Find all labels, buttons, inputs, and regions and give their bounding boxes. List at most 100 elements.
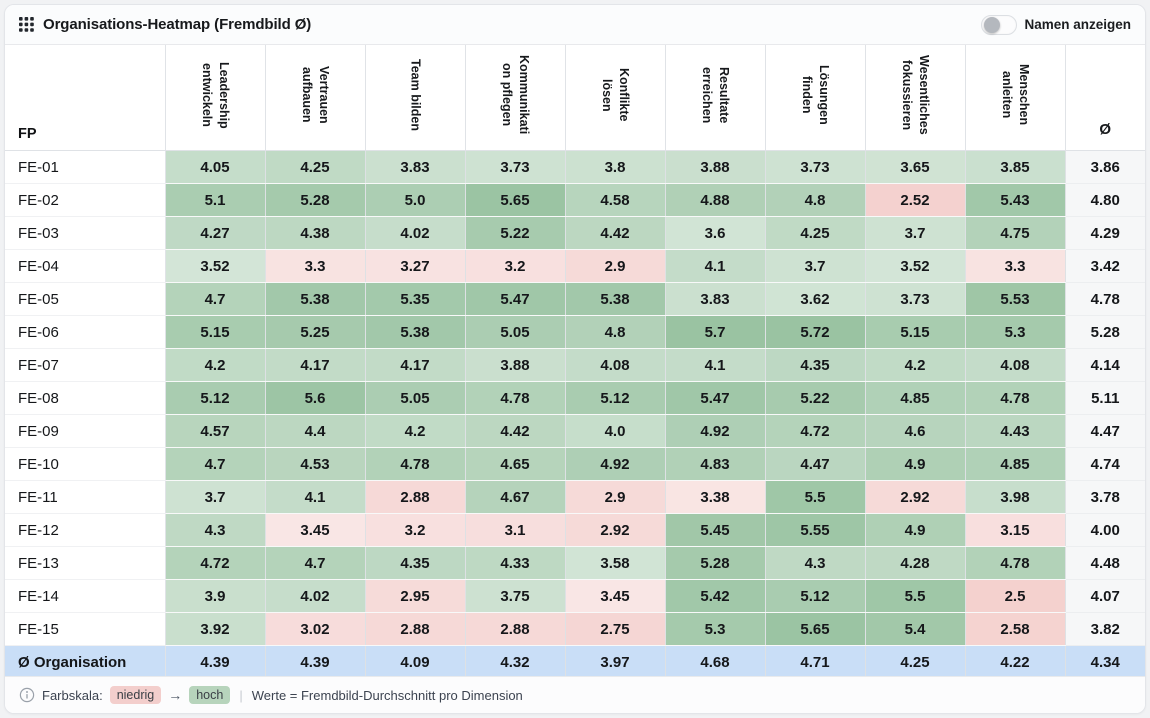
table-row: FE-15 3.92 3.02 2.88 2.88 2.75 5.3 5.65 5.4 2.58 3… — [5, 612, 1145, 646]
heatmap-cell: 4.42 — [465, 414, 566, 448]
row-average-cell: 4.74 — [1065, 447, 1145, 481]
legend-high-badge: hoch — [189, 686, 231, 704]
row-label: Ø Organisation — [5, 645, 166, 676]
heatmap-cell: 3.6 — [665, 216, 766, 250]
heatmap-cell: 4.2 — [365, 414, 466, 448]
heatmap-cell: 3.88 — [465, 348, 566, 382]
column-header-3: Kommunikati on pflegen — [465, 45, 566, 151]
heatmap-cell: 5.35 — [365, 282, 466, 316]
heatmap-cell: 5.38 — [365, 315, 466, 349]
heatmap-cell: 5.55 — [765, 513, 866, 547]
heatmap-cell: 4.35 — [365, 546, 466, 580]
heatmap-cell: 5.4 — [865, 612, 966, 646]
row-header-label: FP — [5, 45, 166, 151]
heatmap-cell: 3.45 — [565, 579, 666, 613]
row-label: FE-02 — [5, 183, 166, 217]
heatmap-cell: 4.05 — [165, 150, 266, 184]
row-label: FE-11 — [5, 480, 166, 514]
toggle-switch[interactable] — [981, 14, 1018, 35]
heatmap-cell: 4.47 — [765, 447, 866, 481]
heatmap-cell: 3.1 — [465, 513, 566, 547]
heatmap-cell: 5.28 — [665, 546, 766, 580]
heatmap-cell: 2.92 — [565, 513, 666, 547]
toggle-knob — [984, 16, 1001, 33]
heatmap-cell: 3.9 — [165, 579, 266, 613]
heatmap-cell: 3.88 — [665, 150, 766, 184]
heatmap-cell: 5.3 — [965, 315, 1066, 349]
heatmap-cell: 5.47 — [465, 282, 566, 316]
heatmap-cell: 2.88 — [365, 612, 466, 646]
heatmap-cell: 5.28 — [265, 183, 366, 217]
heatmap-cell: 4.39 — [165, 645, 266, 676]
heatmap-cell: 4.25 — [265, 150, 366, 184]
heatmap-cell: 5.38 — [265, 282, 366, 316]
heatmap-cell: 3.27 — [365, 249, 466, 283]
row-average-cell: 4.00 — [1065, 513, 1145, 547]
heatmap-cell: 5.53 — [965, 282, 1066, 316]
heatmap-cell: 2.5 — [965, 579, 1066, 613]
heatmap-cell: 4.75 — [965, 216, 1066, 250]
table-row: FE-05 4.7 5.38 5.35 5.47 5.38 3.83 3.62 3.73 5.53… — [5, 282, 1145, 316]
row-average-cell: 4.78 — [1065, 282, 1145, 316]
table-row: FE-11 3.7 4.1 2.88 4.67 2.9 3.38 5.5 2.92 3.98 3.7… — [5, 480, 1145, 514]
heatmap-cell: 5.05 — [465, 315, 566, 349]
heatmap-table-wrap: FP Leadership entwickeln Vertrauen aufbaue… — [5, 45, 1145, 676]
column-header-label: Kommunikati on pflegen — [500, 55, 531, 135]
table-row: FE-13 4.72 4.7 4.35 4.33 3.58 5.28 4.3 4.28 4.78 4… — [5, 546, 1145, 580]
heatmap-cell: 3.98 — [965, 480, 1066, 514]
heatmap-table: FP Leadership entwickeln Vertrauen aufbaue… — [5, 45, 1145, 676]
heatmap-cell: 5.43 — [965, 183, 1066, 217]
heatmap-cell: 3.3 — [965, 249, 1066, 283]
heatmap-cell: 3.7 — [165, 480, 266, 514]
heatmap-cell: 5.12 — [565, 381, 666, 415]
heatmap-cell: 4.08 — [565, 348, 666, 382]
heatmap-cell: 5.0 — [365, 183, 466, 217]
heatmap-cell: 5.38 — [565, 282, 666, 316]
heatmap-cell: 3.15 — [965, 513, 1066, 547]
heatmap-cell: 4.2 — [865, 348, 966, 382]
row-label: FE-07 — [5, 348, 166, 382]
heatmap-cell: 4.1 — [265, 480, 366, 514]
legend-footer: Farbskala: niedrig → hoch | Werte = Frem… — [5, 676, 1145, 713]
row-label: FE-13 — [5, 546, 166, 580]
heatmap-cell: 4.17 — [365, 348, 466, 382]
legend-label: Farbskala: — [42, 687, 103, 703]
heatmap-cell: 4.22 — [965, 645, 1066, 676]
row-average-cell: 4.29 — [1065, 216, 1145, 250]
heatmap-cell: 4.1 — [665, 348, 766, 382]
heatmap-cell: 4.71 — [765, 645, 866, 676]
heatmap-cell: 4.43 — [965, 414, 1066, 448]
column-header-label: Menschen anleiten — [1000, 64, 1031, 126]
heatmap-cell: 3.52 — [165, 249, 266, 283]
names-toggle[interactable]: Namen anzeigen — [981, 14, 1131, 35]
heatmap-card: Organisations-Heatmap (Fremdbild Ø) Name… — [4, 4, 1146, 714]
heatmap-cell: 3.02 — [265, 612, 366, 646]
column-header-1: Vertrauen aufbauen — [265, 45, 366, 151]
table-row: FE-12 4.3 3.45 3.2 3.1 2.92 5.45 5.55 4.9 3.15 4.0… — [5, 513, 1145, 547]
column-header-6: Lösungen finden — [765, 45, 866, 151]
table-row: FE-14 3.9 4.02 2.95 3.75 3.45 5.42 5.12 5.5 2.5 4.… — [5, 579, 1145, 613]
heatmap-cell: 5.65 — [765, 612, 866, 646]
row-average-cell: 3.78 — [1065, 480, 1145, 514]
heatmap-cell: 5.15 — [165, 315, 266, 349]
heatmap-cell: 4.3 — [765, 546, 866, 580]
heatmap-cell: 3.2 — [465, 249, 566, 283]
arrow-icon: → — [168, 687, 183, 703]
heatmap-cell: 2.95 — [365, 579, 466, 613]
heatmap-cell: 5.12 — [765, 579, 866, 613]
row-average-cell: 5.28 — [1065, 315, 1145, 349]
heatmap-cell: 2.58 — [965, 612, 1066, 646]
heatmap-cell: 4.35 — [765, 348, 866, 382]
heatmap-cell: 4.9 — [865, 513, 966, 547]
heatmap-cell: 4.9 — [865, 447, 966, 481]
heatmap-cell: 4.42 — [565, 216, 666, 250]
heatmap-cell: 4.7 — [265, 546, 366, 580]
card-header: Organisations-Heatmap (Fremdbild Ø) Name… — [5, 5, 1145, 45]
column-header-label: Konflikte lösen — [600, 68, 631, 122]
table-row: FE-03 4.27 4.38 4.02 5.22 4.42 3.6 4.25 3.7 4.75 4… — [5, 216, 1145, 250]
heatmap-cell: 4.57 — [165, 414, 266, 448]
grid-icon — [19, 17, 34, 32]
toggle-label: Namen anzeigen — [1024, 17, 1131, 32]
heatmap-cell: 5.22 — [465, 216, 566, 250]
table-row: FE-02 5.1 5.28 5.0 5.65 4.58 4.88 4.8 2.52 5.43 4.… — [5, 183, 1145, 217]
